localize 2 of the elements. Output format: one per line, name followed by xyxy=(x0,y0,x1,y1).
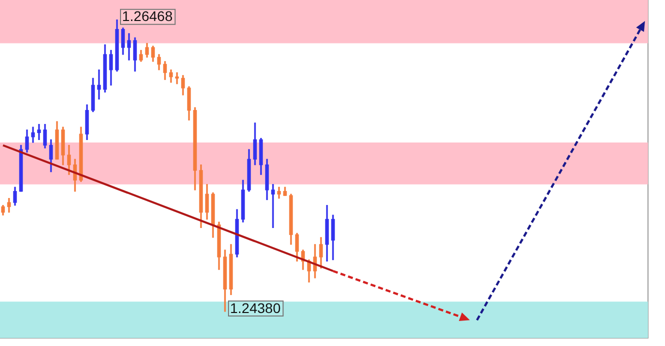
annotation: 1.26468 xyxy=(122,8,173,24)
annotation: 1.24380 xyxy=(230,300,281,316)
